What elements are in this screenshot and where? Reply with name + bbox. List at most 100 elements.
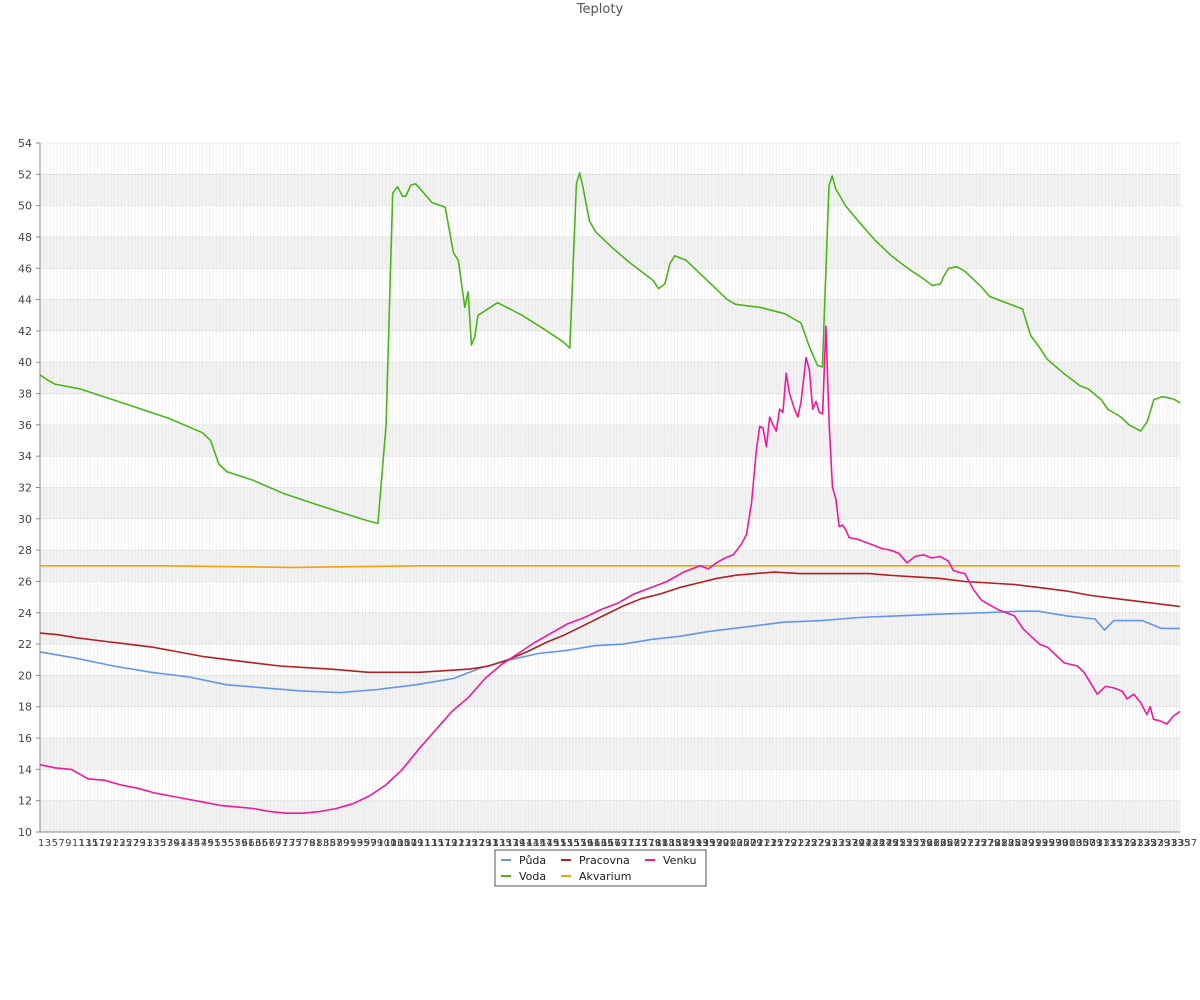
x-axis-ticks: 1 3 5 7 9 11131517192123252729313335373941434… [38,838,1197,849]
y-tick-label: 34 [18,450,32,463]
x-tick-label: 325 [1137,838,1156,849]
x-tick-label: 41 [174,838,187,849]
x-tick-label: 57 [228,838,241,849]
series-lines [39,172,1181,815]
x-tick-label: 39 [167,838,180,849]
x-tick-label: 323 [1131,838,1150,849]
x-tick-label: 279 [981,838,1000,849]
x-tick-label: 305 [1069,838,1088,849]
x-tick-label: 335 [1171,838,1190,849]
x-tick-label: 43 [181,838,194,849]
x-tick-label: 301 [1056,838,1075,849]
x-tick-label: 205 [730,838,749,849]
y-tick-label: 32 [18,482,32,495]
x-tick-label: 183 [656,838,675,849]
x-tick-label: 303 [1063,838,1082,849]
x-tick-label: 143 [520,838,539,849]
x-tick-label: 317 [1110,838,1129,849]
x-tick-label: 7 [58,838,64,849]
x-tick-label: 175 [628,838,647,849]
x-tick-label: 275 [968,838,987,849]
y-tick-label: 18 [18,701,32,714]
y-tick-label: 48 [18,231,32,244]
x-tick-label: 167 [601,838,620,849]
x-tick-label: 155 [561,838,580,849]
x-tick-label: 141 [513,838,532,849]
x-tick-label: 97 [364,838,377,849]
x-tick-label: 107 [398,838,417,849]
x-tick-label: 299 [1049,838,1068,849]
x-tick-label: 287 [1008,838,1027,849]
legend-label: Venku [663,854,696,867]
x-tick-label: 181 [649,838,668,849]
x-tick-label: 165 [594,838,613,849]
x-tick-label: 121 [445,838,464,849]
x-tick-label: 93 [350,838,363,849]
legend-label: Voda [519,870,546,883]
y-tick-label: 20 [18,669,32,682]
x-tick-label: 213 [757,838,776,849]
legend-box [494,849,707,887]
x-tick-label: 191 [683,838,702,849]
x-tick-label: 99 [371,838,384,849]
x-tick-label: 105 [391,838,410,849]
x-tick-label: 245 [866,838,885,849]
x-tick-label: 3 [45,838,51,849]
x-tick-label: 149 [540,838,559,849]
y-tick-label: 14 [18,763,32,776]
x-tick-label: 119 [438,838,457,849]
x-tick-label: 49 [201,838,214,849]
x-tick-label: 293 [1029,838,1048,849]
x-tick-label: 153 [554,838,573,849]
series-line-pracovna [39,571,1181,674]
y-tick-label: 42 [18,325,32,338]
x-tick-label: 257 [907,838,926,849]
x-tick-label: 9 [65,838,71,849]
x-tick-label: 259 [913,838,932,849]
x-tick-label: 35 [153,838,166,849]
y-tick-label: 50 [18,200,32,213]
x-tick-label: 91 [343,838,356,849]
x-tick-label: 207 [737,838,756,849]
x-tick-label: 235 [832,838,851,849]
x-tick-label: 51 [208,838,221,849]
x-tick-label: 169 [608,838,627,849]
y-tick-label: 22 [18,638,32,651]
y-tick-label: 36 [18,419,32,432]
y-tick-label: 54 [18,137,32,150]
x-tick-label: 79 [303,838,316,849]
x-tick-label: 127 [466,838,485,849]
x-tick-label: 187 [669,838,688,849]
x-tick-label: 225 [798,838,817,849]
x-tick-label: 201 [717,838,736,849]
x-tick-label: 17 [92,838,105,849]
x-tick-label: 337 [1178,838,1197,849]
x-tick-label: 267 [941,838,960,849]
x-tick-label: 237 [839,838,858,849]
x-tick-label: 291 [1022,838,1041,849]
x-tick-label: 297 [1042,838,1061,849]
x-tick-label: 247 [873,838,892,849]
x-tick-label: 81 [309,838,322,849]
x-tick-label: 333 [1164,838,1183,849]
y-tick-label: 46 [18,262,32,275]
x-tick-label: 145 [527,838,546,849]
x-tick-label: 327 [1144,838,1163,849]
x-tick-label: 137 [499,838,518,849]
x-tick-label: 101 [377,838,396,849]
x-tick-label: 83 [316,838,329,849]
x-tick-label: 241 [852,838,871,849]
legend-label: Půda [519,854,546,867]
x-tick-label: 253 [893,838,912,849]
x-tick-label: 75 [289,838,302,849]
x-tick-label: 313 [1097,838,1116,849]
x-tick-label: 71 [276,838,289,849]
y-tick-label: 12 [18,795,32,808]
y-tick-label: 30 [18,513,32,526]
x-tick-label: 215 [764,838,783,849]
x-tick-label: 221 [784,838,803,849]
x-tick-label: 189 [676,838,695,849]
x-tick-label: 31 [140,838,153,849]
x-tick-label: 59 [235,838,248,849]
x-tick-label: 65 [255,838,268,849]
